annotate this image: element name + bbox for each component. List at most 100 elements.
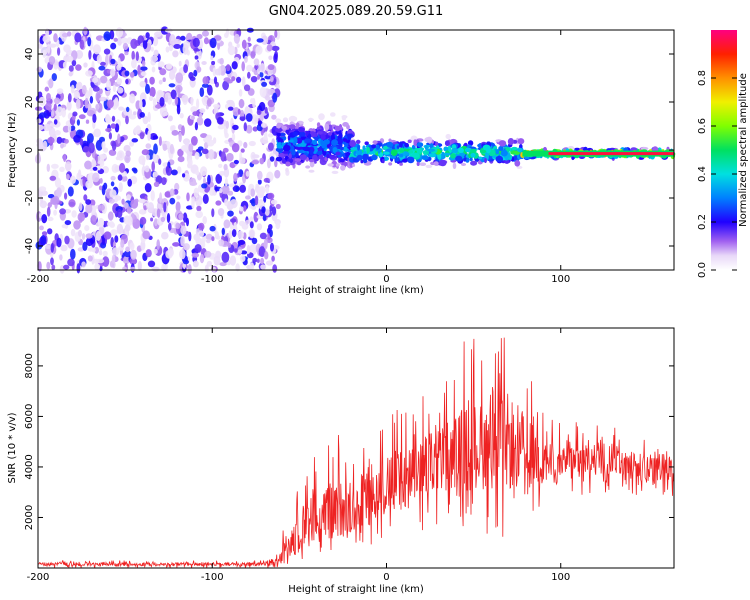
spectrogram-cell — [87, 133, 94, 144]
spectrogram-cell — [76, 119, 80, 126]
spectrogram-cell — [277, 142, 282, 146]
spectrogram-cell — [49, 43, 57, 48]
spectrogram-cell — [309, 149, 314, 156]
spectrogram-cell — [458, 147, 464, 154]
spectrogram-cell — [157, 61, 165, 68]
spectrogram-cell — [53, 119, 58, 125]
spectrogram-cell — [416, 161, 420, 166]
spectrogram-cell — [130, 249, 137, 260]
spectrogram-cell — [110, 58, 116, 65]
spectrogram-cell — [191, 136, 198, 146]
spectrogram-cell — [111, 115, 116, 122]
spectrogram-cell — [228, 230, 233, 239]
spectrogram-cell — [142, 60, 146, 67]
spectrogram-cell — [37, 43, 43, 49]
spectrogram-cell — [168, 222, 172, 231]
spectrogram-cell — [70, 248, 76, 260]
spectrogram-cell — [116, 223, 124, 235]
spectrogram-cell — [218, 163, 223, 168]
spectrogram-cell — [59, 166, 65, 172]
spectrogram-cell — [241, 76, 246, 87]
spectrogram-cell — [307, 118, 314, 121]
spectrogram-cell — [342, 122, 349, 127]
colorbar-tick-label: 0.2 — [697, 214, 708, 230]
spectrogram-cell — [117, 133, 121, 144]
spectrogram-cell — [140, 240, 146, 251]
spectrogram-cell — [92, 113, 97, 123]
spectrogram-cell — [231, 229, 237, 238]
spectrogram-cell — [326, 154, 330, 159]
spectrogram-cell — [67, 258, 75, 267]
spectrogram-cell — [165, 63, 173, 70]
spectrogram-cell — [126, 106, 130, 113]
spectrogram-cell — [75, 64, 82, 71]
spectrogram-cell — [173, 44, 182, 49]
spectrogram-cell — [274, 30, 278, 38]
spectrogram-cell — [312, 139, 318, 146]
spectrogram-cell — [70, 228, 76, 237]
spectrogram-cell — [98, 250, 103, 256]
spectrogram-cell — [182, 173, 186, 178]
spectrogram-cell — [119, 162, 126, 173]
spectrogram-cell — [53, 209, 57, 216]
spectrogram-cell — [275, 156, 283, 162]
spectrogram-cell — [170, 89, 177, 100]
spectrogram-cell — [452, 162, 457, 169]
spectrogram-cell — [92, 86, 100, 92]
spectrogram-cell — [168, 44, 174, 52]
spectrogram-cell — [179, 112, 184, 119]
spectrogram-cell — [192, 37, 200, 48]
spectrogram-cell — [245, 219, 250, 224]
spectrogram-cell — [82, 241, 88, 251]
colorbar-tick-label: 0.8 — [697, 70, 708, 86]
spectrogram-cell — [320, 134, 326, 141]
spectrogram-cell — [239, 184, 246, 193]
spectrogram-cell — [46, 206, 51, 217]
spectrogram-cell — [282, 144, 291, 152]
spectrogram-cell — [62, 61, 67, 69]
spectrogram-cell — [95, 231, 102, 241]
spectrogram-cell — [237, 108, 241, 115]
spectrogram-cell — [37, 124, 44, 131]
spectrogram-cell — [165, 46, 170, 53]
spectrogram-cell — [233, 221, 237, 231]
spectrogram-cell — [177, 156, 185, 163]
spectrogram-cell — [375, 144, 380, 150]
spectrogram-cell — [78, 169, 82, 178]
x-tick-label: 100 — [551, 274, 570, 285]
spectrogram-cell — [245, 170, 250, 177]
spectrogram-cell — [164, 93, 169, 103]
spectrogram-cell — [514, 160, 521, 167]
spectrogram-cell — [38, 96, 46, 106]
spectrogram-cell — [500, 149, 508, 157]
spectrogram-cell — [299, 154, 307, 161]
spectrogram-cell — [151, 266, 160, 272]
spectrogram-cell — [425, 164, 433, 169]
spectrogram-cell — [101, 141, 106, 150]
y-tick-label: 8000 — [24, 353, 35, 378]
spectrogram-cell — [275, 147, 284, 153]
spectrogram-cell — [388, 138, 392, 143]
spectrogram-cell — [98, 185, 103, 191]
spectrogram-cell — [516, 147, 523, 153]
spectrogram-cell — [254, 195, 259, 206]
spectrogram-cell — [275, 118, 282, 124]
spectrogram-cell — [141, 149, 150, 156]
spectrogram-cell — [108, 198, 115, 204]
spectrogram-cell — [123, 256, 130, 265]
spectrogram-cell — [79, 39, 85, 50]
spectrogram-cell — [84, 225, 90, 232]
spectrogram-cell — [153, 143, 158, 155]
spectrogram-cell — [269, 204, 273, 212]
spectrogram-cell — [116, 209, 123, 218]
spectrogram-cell — [233, 33, 240, 44]
spectrogram-cell — [85, 70, 93, 77]
spectrogram-cell — [399, 162, 403, 166]
spectrogram-cell — [156, 239, 160, 251]
spectrogram-cell — [161, 177, 167, 186]
spectrogram-cell — [44, 244, 52, 249]
spectrogram-cell — [390, 149, 398, 157]
spectrogram-cell — [105, 115, 112, 124]
spectrogram-cell — [64, 235, 70, 245]
spectrogram-cell — [67, 93, 72, 103]
